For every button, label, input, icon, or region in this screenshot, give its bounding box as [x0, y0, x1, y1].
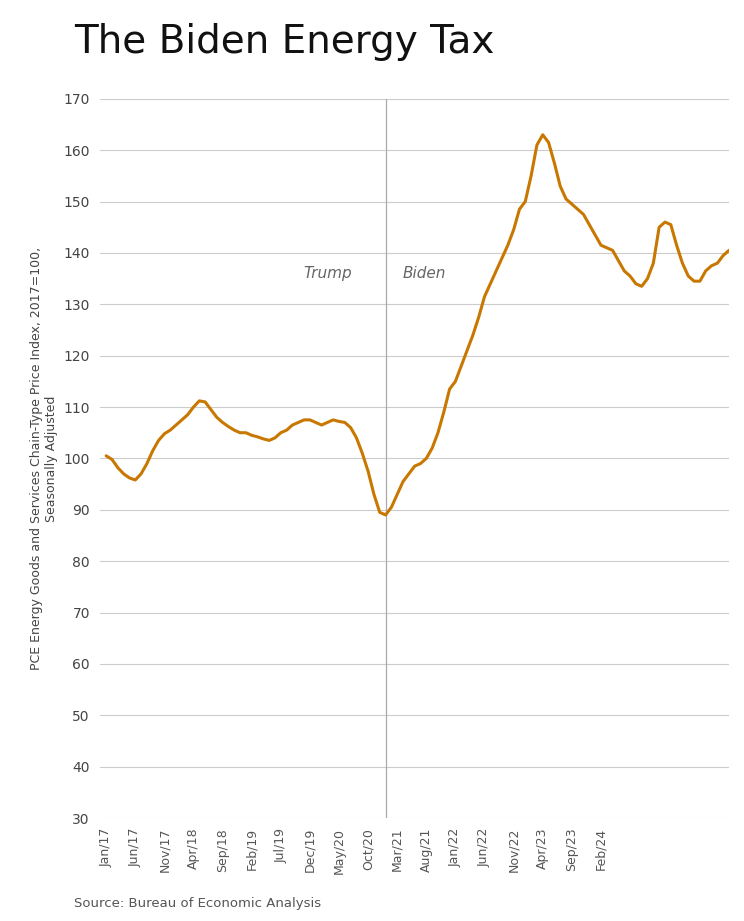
Text: The Biden Energy Tax: The Biden Energy Tax: [74, 23, 495, 61]
Text: Trump: Trump: [303, 266, 352, 281]
Text: Source: Bureau of Economic Analysis: Source: Bureau of Economic Analysis: [74, 897, 321, 910]
Y-axis label: PCE Energy Goods and Services Chain-Type Price Index, 2017=100,
Seasonally Adjus: PCE Energy Goods and Services Chain-Type…: [30, 247, 58, 670]
Text: Biden: Biden: [403, 266, 446, 281]
